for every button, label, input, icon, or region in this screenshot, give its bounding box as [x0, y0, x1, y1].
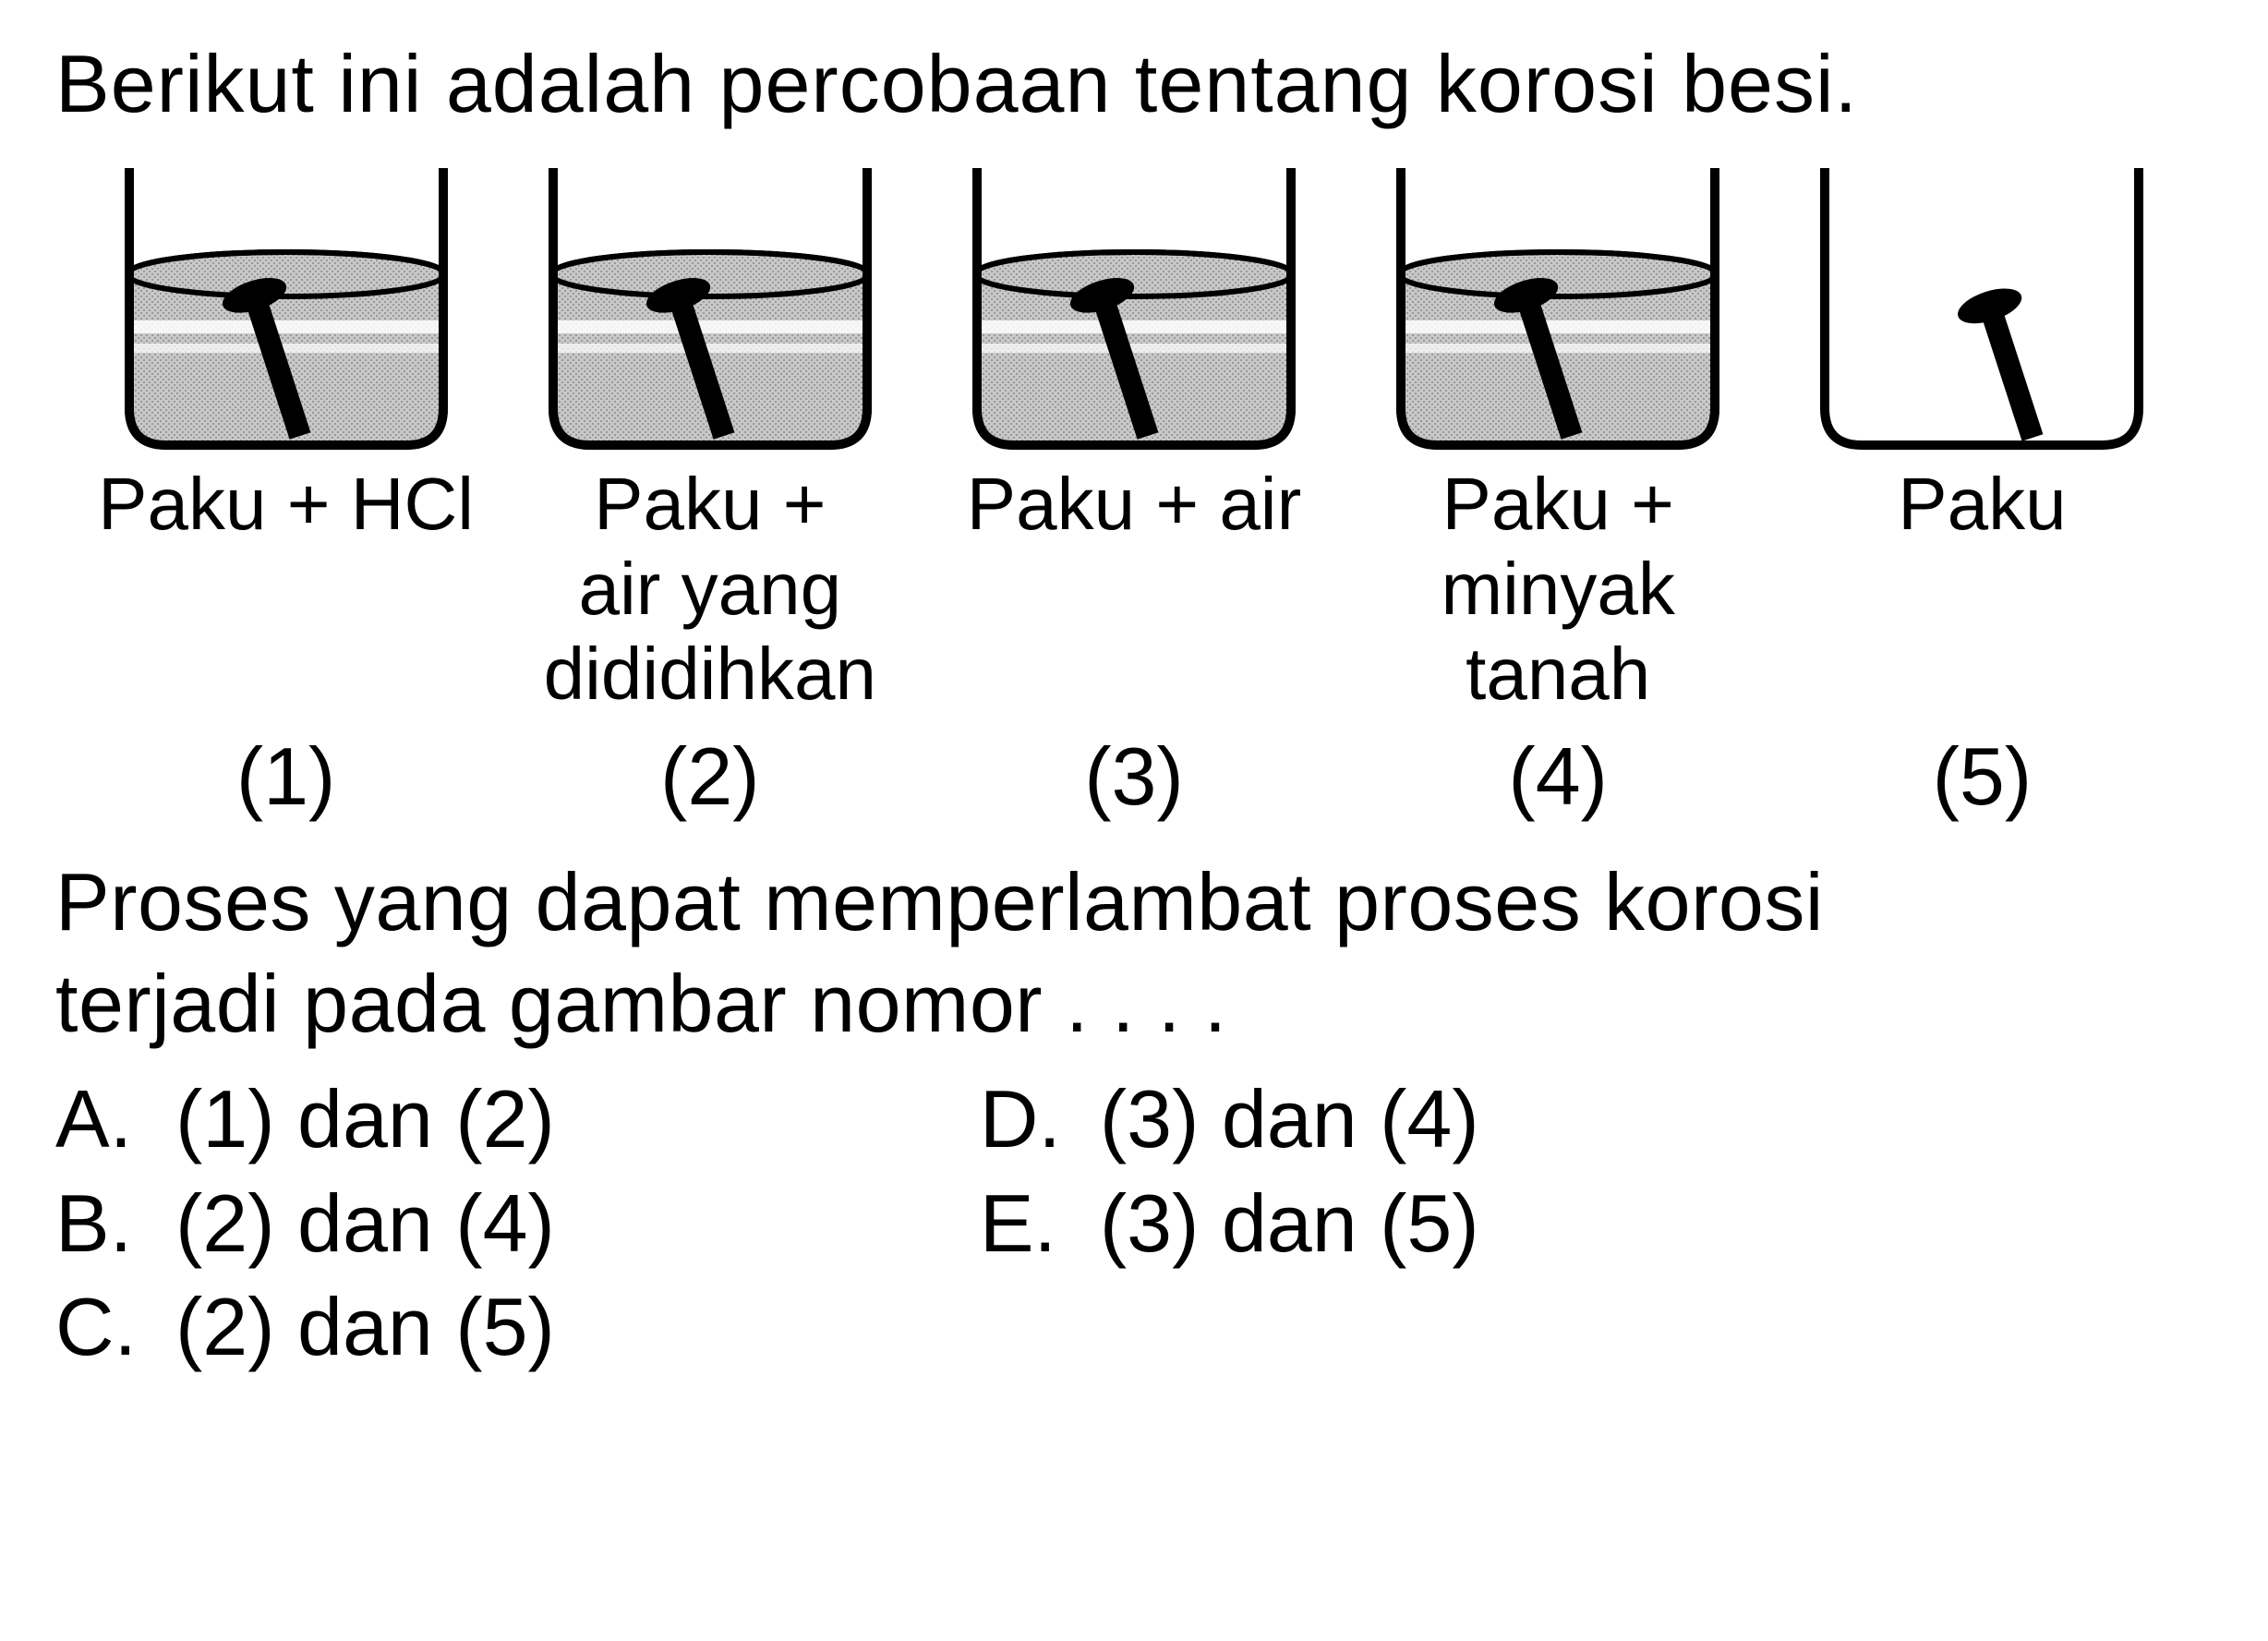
- experiment-3: Paku + air: [922, 159, 1345, 720]
- question-line-2: terjadi pada gambar nomor . . . .: [55, 953, 2213, 1055]
- option-b: B. (2) dan (4): [55, 1172, 555, 1276]
- experiment-4-number: (4): [1346, 730, 1770, 824]
- exp5-label-line1: Paku: [1898, 462, 2066, 547]
- option-d-text: (3) dan (4): [1100, 1068, 1479, 1172]
- experiment-5-label: Paku: [1898, 462, 2066, 720]
- experiment-2-label: Paku + air yang dididihkan: [544, 462, 876, 720]
- question-title: Berikut ini adalah percobaan tentang kor…: [55, 37, 2213, 131]
- exp2-label-line1: Paku +: [544, 462, 876, 547]
- option-c: C. (2) dan (5): [55, 1275, 555, 1380]
- exp4-label-line3: tanah: [1442, 632, 1675, 717]
- beaker-1: [92, 159, 480, 454]
- experiment-3-number: (3): [922, 730, 1345, 824]
- beaker-4: [1364, 159, 1752, 454]
- option-c-letter: C.: [55, 1275, 175, 1380]
- question-line-1: Proses yang dapat memperlambat proses ko…: [55, 851, 2213, 953]
- option-c-text: (2) dan (5): [175, 1275, 555, 1380]
- option-d-letter: D.: [980, 1068, 1100, 1172]
- exp2-label-line3: dididihkan: [544, 632, 876, 717]
- experiment-numbers-row: (1) (2) (3) (4) (5): [55, 730, 2213, 824]
- exp3-label-line1: Paku + air: [967, 462, 1301, 547]
- experiment-1-number: (1): [74, 730, 498, 824]
- question-text: Proses yang dapat memperlambat proses ko…: [55, 851, 2213, 1055]
- option-a-text: (1) dan (2): [175, 1068, 555, 1172]
- exp1-label-line1: Paku + HCl: [98, 462, 474, 547]
- option-e: E. (3) dan (5): [980, 1172, 1479, 1276]
- experiment-3-label: Paku + air: [967, 462, 1301, 720]
- experiment-1-label: Paku + HCl: [98, 462, 474, 720]
- exp4-label-line2: minyak: [1442, 547, 1675, 632]
- experiment-1: Paku + HCl: [74, 159, 498, 720]
- options-col-1: A. (1) dan (2) B. (2) dan (4) C. (2) dan…: [55, 1068, 555, 1380]
- exp2-label-line2: air yang: [544, 547, 876, 632]
- options-col-2: D. (3) dan (4) E. (3) dan (5): [980, 1068, 1479, 1380]
- beaker-5: [1788, 159, 2176, 454]
- option-d: D. (3) dan (4): [980, 1068, 1479, 1172]
- option-b-text: (2) dan (4): [175, 1172, 555, 1276]
- option-a-letter: A.: [55, 1068, 175, 1172]
- answer-options: A. (1) dan (2) B. (2) dan (4) C. (2) dan…: [55, 1068, 2213, 1380]
- experiments-row: Paku + HCl: [55, 159, 2213, 720]
- experiment-4: Paku + minyak tanah: [1346, 159, 1770, 720]
- beaker-2: [516, 159, 904, 454]
- experiment-5-number: (5): [1770, 730, 2194, 824]
- option-e-text: (3) dan (5): [1100, 1172, 1479, 1276]
- experiment-2: Paku + air yang dididihkan: [498, 159, 922, 720]
- exp4-label-line1: Paku +: [1442, 462, 1675, 547]
- experiment-5: Paku: [1770, 159, 2194, 720]
- option-a: A. (1) dan (2): [55, 1068, 555, 1172]
- option-b-letter: B.: [55, 1172, 175, 1276]
- option-e-letter: E.: [980, 1172, 1100, 1276]
- experiment-4-label: Paku + minyak tanah: [1442, 462, 1675, 720]
- experiment-2-number: (2): [498, 730, 922, 824]
- beaker-3: [940, 159, 1328, 454]
